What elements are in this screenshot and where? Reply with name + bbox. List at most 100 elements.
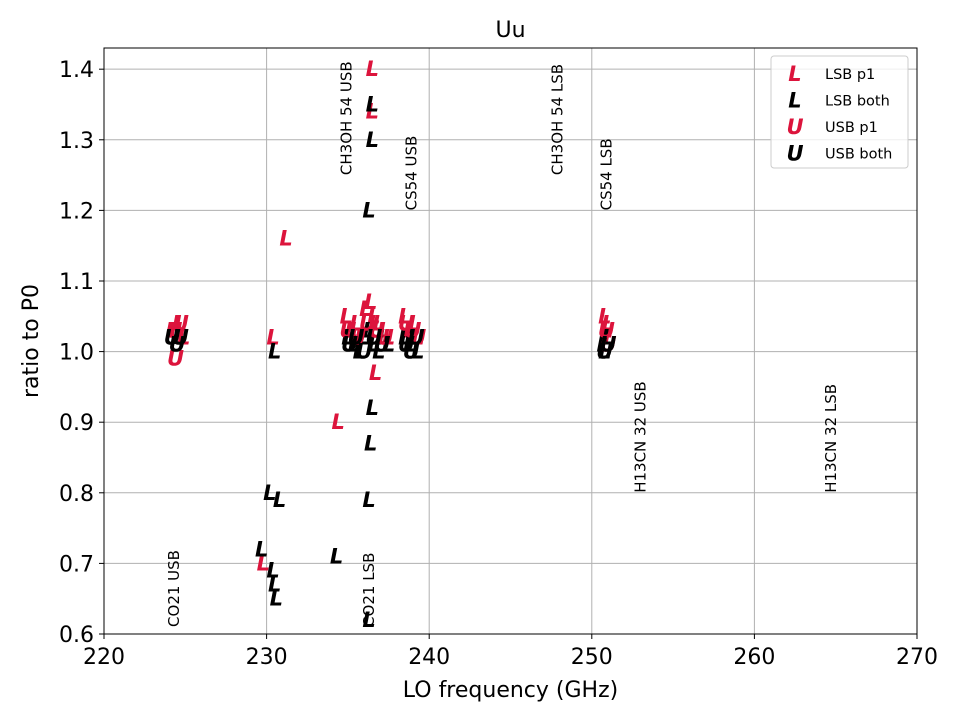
- marker-lsb-p1: L: [359, 297, 372, 321]
- legend-label: LSB both: [825, 94, 890, 110]
- plot-frame: [103, 47, 918, 635]
- legend: L LSB p1 L LSB both U USB p1 U USB both: [770, 55, 909, 169]
- marker-usb-p1: U: [359, 311, 376, 335]
- marker-lsb-p1: L: [598, 304, 611, 328]
- marker-usb-both: U: [341, 333, 358, 357]
- y-tick-label: 1.4: [59, 58, 94, 83]
- chart-title: Uu: [495, 18, 525, 43]
- marker-lsb-both: L: [263, 481, 276, 505]
- marker-usb-both: U: [356, 340, 373, 364]
- legend-label: USB both: [825, 147, 892, 163]
- marker-lsb-both: L: [411, 340, 424, 364]
- marker-lsb-both: L: [268, 340, 281, 364]
- marker-lsb-both: L: [403, 333, 416, 357]
- x-tick-label: 220: [83, 645, 125, 670]
- marker-lsb-p1: L: [377, 318, 390, 342]
- marker-usb-both: U: [596, 340, 613, 364]
- y-tick-label: 1.0: [59, 341, 94, 366]
- line-annotation: CS54 LSB: [597, 138, 615, 210]
- line-annotation: H13CN 32 USB: [632, 381, 650, 492]
- marker-lsb-both: L: [268, 573, 281, 597]
- marker-lsb-p1: L: [266, 325, 279, 349]
- marker-usb-p1: U: [598, 318, 615, 342]
- marker-lsb-both: L: [377, 325, 390, 349]
- marker-lsb-both: L: [601, 325, 614, 349]
- marker-usb-both: U: [164, 325, 181, 349]
- marker-lsb-p1: L: [340, 304, 353, 328]
- marker-usb-both: U: [600, 333, 617, 357]
- marker-lsb-p1: L: [366, 57, 379, 81]
- marker-lsb-both: L: [357, 325, 370, 349]
- marker-lsb-both: L: [364, 431, 377, 455]
- marker-lsb-p1: L: [366, 100, 379, 124]
- marker-lsb-p1: L: [344, 318, 357, 342]
- marker-lsb-both: L: [596, 333, 609, 357]
- y-tick-label: 0.8: [59, 482, 94, 507]
- marker-usb-p1: U: [377, 325, 394, 349]
- marker-lsb-both: L: [362, 488, 375, 512]
- marker-usb-p1: U: [404, 318, 421, 342]
- line-annotation: CH3OH 54 USB: [337, 61, 355, 175]
- marker-lsb-p1: L: [408, 311, 421, 335]
- y-axis-title: ratio to P0: [19, 284, 44, 398]
- marker-lsb-p1: L: [364, 290, 377, 314]
- marker-lsb-both: L: [255, 537, 268, 561]
- marker-lsb-both: L: [270, 587, 283, 611]
- line-annotation: CO21 USB: [165, 550, 183, 627]
- marker-lsb-both: L: [406, 325, 419, 349]
- marker-usb-both: U: [365, 325, 382, 349]
- line-annotations: CO21 USB CO21 LSB CH3OH 54 USB CS54 USB CH3O…: [165, 61, 840, 627]
- line-annotation: CS54 USB: [402, 136, 420, 211]
- marker-lsb-p1: L: [398, 304, 411, 328]
- marker-lsb-both: L: [366, 128, 379, 152]
- marker-lsb-both: L: [362, 198, 375, 222]
- marker-usb-p1: U: [339, 318, 356, 342]
- y-tick-label: 1.2: [59, 199, 94, 224]
- marker-lsb-p1: L: [369, 361, 382, 385]
- y-tick-label: 1.1: [59, 270, 94, 295]
- data-markers: LLL LLLLLLLLLLLLLLLLLLLLLLLLLLLLLLLLLLLLL…: [164, 57, 617, 632]
- marker-usb-p1: U: [167, 347, 184, 371]
- marker-usb-both: U: [347, 325, 364, 349]
- marker-lsb-p1: L: [349, 311, 362, 335]
- marker-usb-both: U: [403, 340, 420, 364]
- line-annotation: H13CN 32 LSB: [822, 384, 840, 493]
- marker-lsb-p1: L: [411, 325, 424, 349]
- axis-ticks: 220 230 240 250 260 270 0.6 0.7 0.8 0.9 1.0 1.1 1.2 1…: [59, 58, 938, 670]
- marker-usb-both: U: [408, 325, 425, 349]
- marker-lsb-both: L: [273, 488, 286, 512]
- marker-lsb-p1: L: [354, 325, 367, 349]
- y-tick-label: 0.6: [59, 623, 94, 648]
- line-annotation: CH3OH 54 LSB: [549, 64, 567, 175]
- marker-lsb-p1: L: [382, 325, 395, 349]
- marker-usb-p1: U: [409, 325, 426, 349]
- marker-usb-p1: U: [349, 325, 366, 349]
- marker-lsb-both: L: [341, 325, 354, 349]
- marker-lsb-p1: L: [603, 325, 616, 349]
- marker-usb-both: U: [398, 333, 415, 357]
- y-tick-label: 1.3: [59, 129, 94, 154]
- marker-lsb-both: L: [398, 325, 411, 349]
- marker-lsb-both: L: [382, 333, 395, 357]
- marker-usb-both: U: [169, 333, 186, 357]
- marker-lsb-p1: L: [174, 311, 187, 335]
- marker-lsb-both: L: [266, 558, 279, 582]
- legend-marker: U: [786, 142, 803, 166]
- x-tick-label: 230: [246, 645, 288, 670]
- x-tick-label: 260: [733, 645, 775, 670]
- x-tick-label: 240: [408, 645, 450, 670]
- legend-box: [770, 55, 909, 169]
- marker-lsb-p1: L: [367, 304, 380, 328]
- marker-usb-p1: U: [165, 318, 182, 342]
- legend-marker: L: [788, 62, 801, 86]
- legend-marker: L: [788, 89, 801, 113]
- marker-lsb-both: L: [348, 333, 361, 357]
- line-annotation: CO21 LSB: [360, 553, 378, 627]
- y-tick-label: 0.7: [59, 552, 94, 577]
- marker-lsb-both: L: [362, 608, 375, 632]
- marker-lsb-both: L: [362, 318, 375, 342]
- x-tick-label: 270: [896, 645, 938, 670]
- marker-lsb-p1: L: [601, 311, 614, 335]
- marker-usb-p1: U: [600, 333, 617, 357]
